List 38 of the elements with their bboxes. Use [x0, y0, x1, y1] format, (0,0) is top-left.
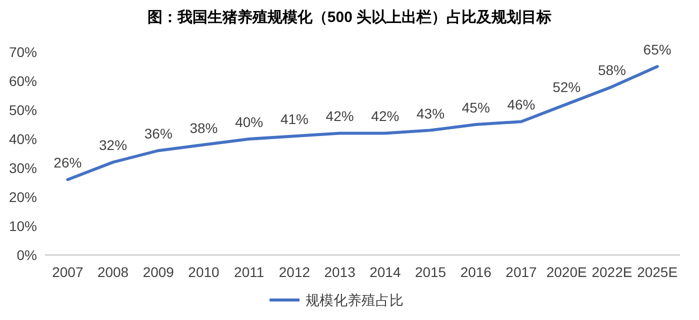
y-tick-label: 20% [8, 189, 37, 205]
y-tick-label: 0% [16, 247, 37, 263]
data-label: 42% [371, 108, 400, 124]
data-label: 38% [190, 120, 218, 136]
data-label: 45% [462, 100, 490, 116]
x-tick-label: 2014 [370, 264, 401, 280]
data-label: 36% [144, 126, 172, 142]
data-label: 40% [235, 114, 264, 130]
x-tick-label: 2013 [324, 264, 356, 280]
y-tick-label: 30% [8, 160, 37, 176]
y-tick-label: 10% [8, 218, 37, 234]
data-label: 65% [643, 42, 672, 58]
y-tick-label: 40% [8, 131, 37, 147]
y-tick-label: 70% [8, 44, 37, 60]
y-tick-label: 60% [8, 73, 37, 89]
x-tick-label: 2015 [414, 264, 446, 280]
data-label: 46% [507, 96, 536, 113]
data-label: 58% [598, 62, 626, 78]
x-tick-label: 2012 [278, 264, 310, 280]
x-tick-label: 2022E [592, 264, 632, 280]
x-tick-label: 2010 [188, 264, 220, 280]
x-tick-label: 2009 [142, 264, 174, 280]
x-tick-label: 2020E [546, 264, 587, 280]
data-label: 32% [99, 137, 128, 154]
legend-label: 规模化养殖占比 [306, 292, 404, 308]
data-label: 41% [280, 111, 308, 128]
data-label: 43% [416, 105, 445, 122]
chart-title: 图：我国生猪养殖规模化（500 头以上出栏）占比及规划目标 [147, 8, 552, 26]
data-label: 52% [552, 79, 581, 96]
x-tick-label: 2011 [234, 264, 264, 280]
x-tick-label: 2007 [52, 264, 84, 280]
x-tick-label: 2008 [97, 264, 129, 280]
y-tick-label: 50% [8, 102, 37, 118]
x-tick-label: 2025E [637, 264, 678, 280]
data-label: 26% [54, 154, 82, 171]
x-tick-label: 2017 [506, 264, 538, 280]
x-tick-label: 2016 [460, 264, 492, 280]
data-label: 42% [326, 108, 354, 124]
